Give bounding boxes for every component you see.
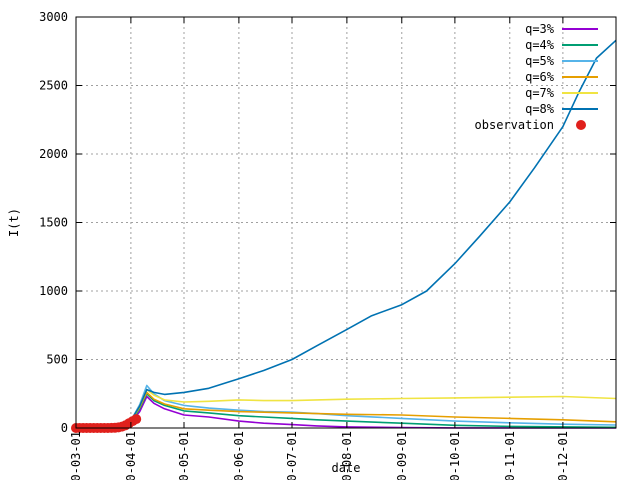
x-axis-label: date <box>332 461 361 475</box>
x-tick-label: 2020-04-01 <box>124 431 138 480</box>
legend-label: q=4% <box>525 38 555 52</box>
y-axis-label: I(t) <box>7 208 21 237</box>
y-tick-label: 0 <box>61 421 68 435</box>
y-tick-label: 1500 <box>39 216 68 230</box>
x-tick-label: 2020-12-01 <box>556 431 570 480</box>
legend-swatch <box>576 120 586 130</box>
y-axis-ticks: 0 500 1000 1500 2000 2500 3000 <box>39 10 616 435</box>
x-tick-label: 2020-10-01 <box>448 431 462 480</box>
legend-label: observation <box>475 118 554 132</box>
y-tick-label: 2500 <box>39 79 68 93</box>
grid <box>76 17 616 428</box>
x-tick-label: 2020-09-01 <box>395 431 409 480</box>
x-axis-ticks: 2020-03-01 2020-04-01 2020-05-01 2020-06-01… <box>69 17 570 480</box>
legend: q=3% q=4% q=5% q=6% q=7% q=8% observation <box>475 22 598 132</box>
x-tick-label: 2020-07-01 <box>285 431 299 480</box>
x-tick-label: 2020-06-01 <box>232 431 246 480</box>
legend-label: q=7% <box>525 86 555 100</box>
x-tick-label: 2020-11-01 <box>503 431 517 480</box>
x-tick-label: 2020-03-01 <box>69 431 83 480</box>
x-tick-label: 2020-08-01 <box>340 431 354 480</box>
y-tick-label: 500 <box>46 353 68 367</box>
observation-point <box>131 414 142 425</box>
legend-label: q=3% <box>525 22 555 36</box>
legend-label: q=5% <box>525 54 555 68</box>
x-tick-label: 2020-05-01 <box>177 431 191 480</box>
y-tick-label: 2000 <box>39 147 68 161</box>
series-line-q=8% <box>75 39 617 429</box>
legend-label: q=8% <box>525 102 555 116</box>
series-line-q=6% <box>75 391 617 429</box>
y-tick-label: 3000 <box>39 10 68 24</box>
series-layer <box>75 39 617 429</box>
y-tick-label: 1000 <box>39 284 68 298</box>
legend-label: q=6% <box>525 70 555 84</box>
